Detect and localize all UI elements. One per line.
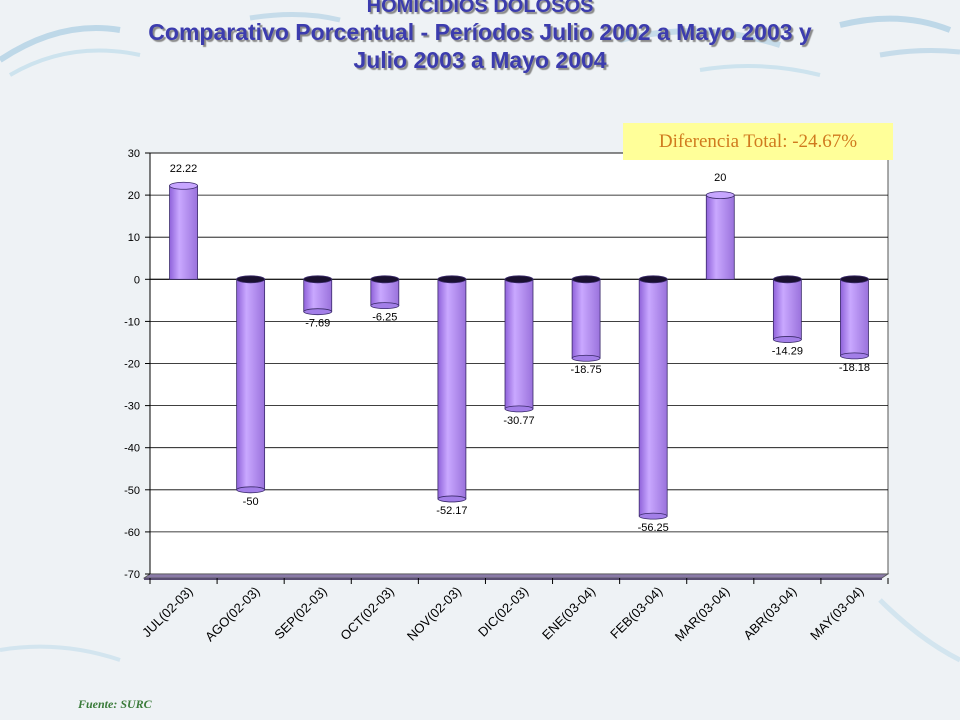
y-tick-label: 30 (128, 148, 140, 160)
data-label: -6.25 (372, 312, 397, 324)
x-tick-label: DIC(02-03) (475, 584, 531, 640)
bar-bottom (236, 486, 266, 494)
bar-body (840, 278, 869, 357)
bar (437, 275, 467, 503)
bar-cap (303, 275, 333, 284)
bar-cap (705, 191, 735, 200)
bar-cap (504, 275, 534, 284)
bar (236, 275, 266, 494)
title-line-2: Comparativo Porcentual - Períodos Julio … (148, 19, 812, 45)
bar-body (370, 278, 400, 307)
bar (303, 275, 333, 316)
y-tick-label: 10 (128, 232, 140, 244)
bar-body (705, 194, 735, 280)
x-tick-label: AGO(02-03) (202, 584, 263, 645)
data-label: 20 (714, 172, 726, 184)
bar-cap (437, 275, 467, 284)
bar (571, 275, 601, 362)
data-label: -18.75 (570, 364, 601, 376)
bar-bottom (772, 336, 802, 343)
chart-floor (142, 573, 890, 580)
bar-body (772, 278, 802, 340)
data-label: -50 (243, 496, 259, 508)
y-tick-label: -70 (124, 569, 140, 581)
y-tick-label: -50 (124, 485, 140, 497)
bar (772, 275, 802, 343)
data-label: -30.77 (503, 415, 534, 427)
y-tick-label: -10 (124, 316, 140, 328)
bar-bottom (370, 302, 400, 310)
bar-bottom (303, 308, 333, 316)
bar-body (303, 278, 333, 313)
data-label: -52.17 (436, 505, 467, 517)
bar (705, 191, 735, 280)
bar-cap (840, 275, 869, 284)
y-tick-label: 20 (128, 190, 140, 202)
y-tick-label: -40 (124, 443, 140, 455)
total-difference-badge: Diferencia Total: -24.67% (623, 123, 893, 160)
y-tick-label: -20 (124, 359, 140, 371)
data-label: 22.22 (170, 163, 198, 175)
x-tick-label: NOV(02-03) (404, 584, 464, 644)
data-label: -7.69 (305, 318, 330, 330)
x-tick-label: SEP(02-03) (271, 584, 330, 643)
title-line-3: Julio 2003 a Mayo 2004 (353, 47, 607, 73)
x-tick-label: OCT(02-03) (337, 584, 397, 644)
data-labels: 22.22 -50 -7.69 -6.25 -52.17 -30.77 -18.75 -56.… (170, 163, 870, 534)
data-label: -56.25 (638, 522, 669, 534)
bar (840, 275, 869, 360)
bar-cap (236, 275, 266, 284)
title-line-1: HOMICIDIOS DOLOSOS (366, 0, 594, 17)
x-tick-label: ENE(03-04) (539, 584, 598, 643)
bar-cap (169, 181, 198, 190)
bar-cap (772, 275, 802, 284)
x-tick-label: MAR(03-04) (672, 584, 733, 645)
bar-cap (370, 275, 400, 284)
data-label: -18.18 (839, 362, 870, 374)
bar-body (169, 185, 198, 280)
source-note: Fuente: SURC (78, 697, 152, 711)
bar (504, 275, 534, 413)
bar-bottom (638, 512, 668, 520)
bar-bottom (571, 354, 601, 362)
bar-body (638, 278, 668, 517)
bar-cap (638, 275, 668, 284)
x-tick-label: JUL(02-03) (139, 584, 196, 641)
chart-title: HOMICIDIOS DOLOSOS Comparativo Porcentua… (0, 0, 960, 74)
bar-body (571, 278, 601, 359)
x-tick-label: FEB(03-04) (607, 584, 665, 642)
bar (638, 275, 668, 520)
bar (169, 181, 198, 280)
bar-bottom (437, 495, 467, 503)
bars (169, 181, 869, 520)
data-label: -14.29 (772, 345, 803, 357)
bar-body (437, 278, 467, 500)
x-tick-label: MAY(03-04) (807, 584, 866, 643)
floor-plane (142, 573, 890, 579)
bar (370, 275, 400, 310)
bar-bottom (840, 352, 869, 360)
bar-body (504, 278, 534, 410)
y-tick-label: 0 (134, 274, 140, 286)
x-tick-label: ABR(03-04) (740, 584, 799, 643)
bar-bottom (504, 405, 534, 413)
y-tick-label: -30 (124, 401, 140, 413)
bar-cap (571, 275, 601, 284)
bar-body (236, 278, 266, 491)
y-tick-label: -60 (124, 527, 140, 539)
floor-edge (144, 578, 882, 580)
